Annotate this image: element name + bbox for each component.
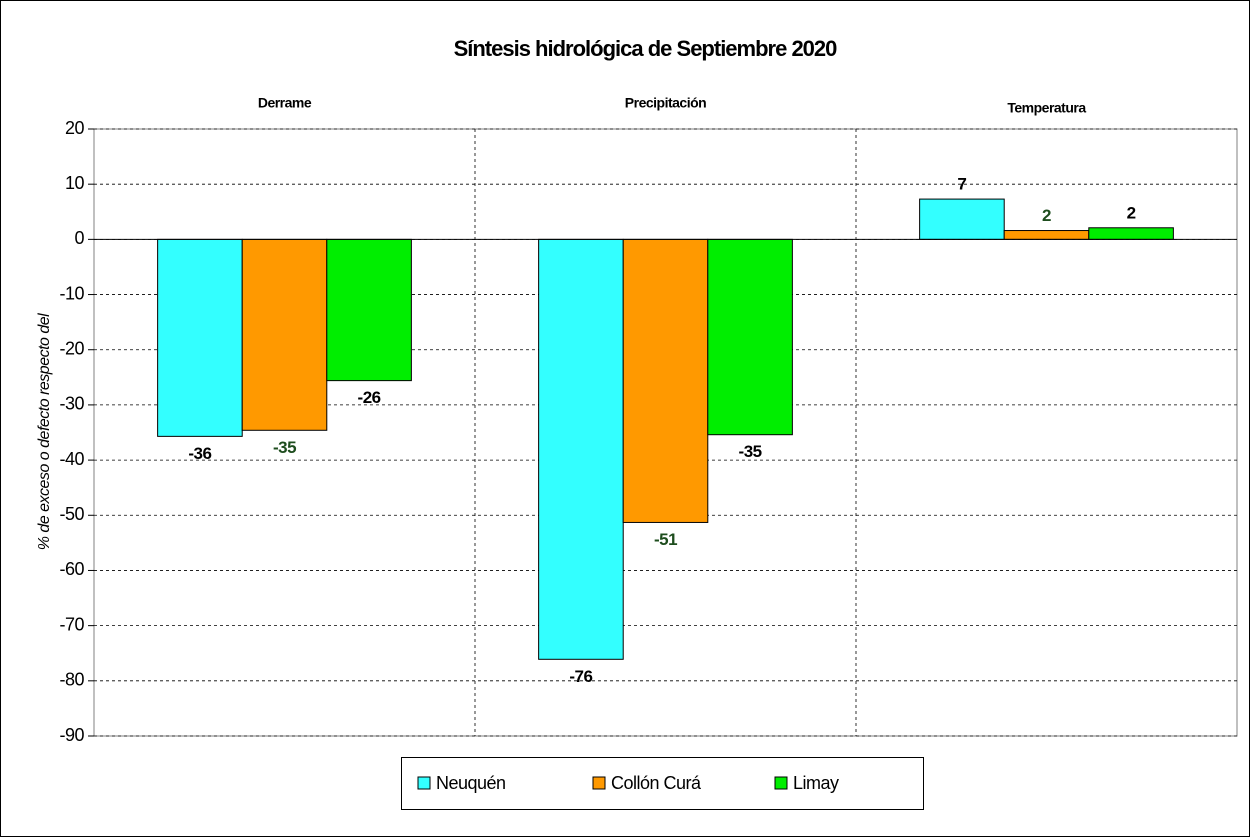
legend-label: Collón Curá: [611, 773, 702, 793]
legend-swatch: [774, 776, 788, 790]
value-label: -35: [273, 438, 296, 457]
y-tick-label: 0: [74, 228, 84, 248]
value-label: 2: [1127, 203, 1136, 222]
value-label: -76: [569, 667, 592, 686]
y-tick-label: -70: [59, 614, 84, 634]
y-tick-label: -90: [59, 725, 84, 745]
legend-box: [401, 757, 924, 810]
value-label: 7: [957, 175, 966, 194]
category-label: Derrame: [258, 95, 312, 111]
value-label: 2: [1042, 206, 1051, 225]
y-tick-label: 10: [65, 173, 85, 193]
bar: [157, 238, 243, 437]
y-tick-label: -80: [59, 670, 84, 690]
value-label: -26: [358, 388, 381, 407]
chart-title: Síntesis hidrológica de Septiembre 2020: [454, 36, 838, 61]
bar: [538, 238, 624, 660]
y-tick-label: -10: [59, 283, 84, 303]
bar: [1003, 230, 1090, 240]
bar: [622, 238, 709, 523]
bar: [326, 238, 412, 382]
bar: [1088, 227, 1174, 240]
value-label: -51: [654, 530, 677, 549]
y-tick-label: -50: [59, 504, 84, 524]
legend-swatch: [592, 776, 606, 790]
y-tick-label: -60: [59, 559, 84, 579]
bar: [919, 198, 1005, 240]
value-label: -35: [739, 442, 762, 461]
y-tick-label: 20: [65, 118, 85, 138]
legend-swatch: [417, 776, 431, 790]
y-tick-label: -20: [59, 338, 84, 358]
legend-label: Neuquén: [436, 773, 506, 793]
category-label: Precipitación: [625, 95, 706, 111]
y-tick-label: -30: [59, 394, 84, 414]
bar: [707, 238, 793, 436]
y-tick-label: -40: [59, 449, 84, 469]
value-label: -36: [188, 444, 211, 463]
y-axis-title: % de exceso o defecto respecto del: [36, 313, 53, 550]
category-label: Temperatura: [1007, 100, 1086, 116]
legend-label: Limay: [793, 773, 839, 793]
bar: [241, 238, 328, 431]
